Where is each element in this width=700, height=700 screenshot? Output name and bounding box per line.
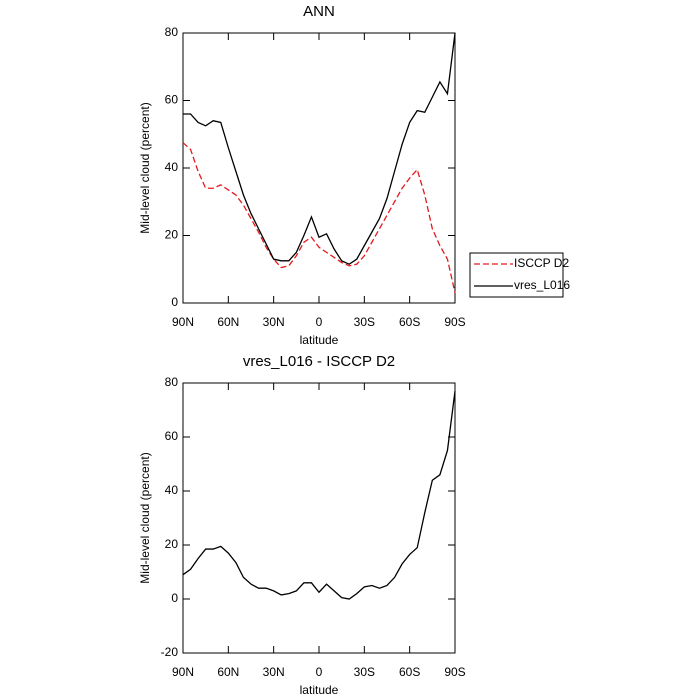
y-tick-label: 20: [165, 537, 179, 551]
y-axis-label: Mid-level cloud (percent): [138, 102, 152, 233]
legend-box: [469, 252, 564, 298]
y-tick-label: 40: [165, 160, 179, 174]
legend-label: ISCCP D2: [514, 256, 569, 270]
x-axis-label: latitude: [300, 333, 339, 347]
x-tick-label: 30S: [354, 665, 375, 679]
series-line: [182, 391, 456, 600]
y-tick-label: 20: [165, 228, 179, 242]
x-tick-label: 90S: [444, 315, 465, 329]
y-tick-label: 80: [165, 25, 179, 39]
y-tick-label: -20: [161, 645, 179, 659]
plot-frame: [182, 382, 456, 654]
y-tick-label: 60: [165, 93, 179, 107]
x-tick-label: 90N: [172, 665, 194, 679]
x-tick-label: 30N: [263, 315, 285, 329]
series-line: [183, 32, 456, 265]
legend-label: vres_L016: [514, 278, 570, 292]
x-tick-label: 30S: [354, 315, 375, 329]
y-tick-label: 40: [165, 483, 179, 497]
y-tick-label: 80: [165, 375, 179, 389]
x-tick-label: 90S: [444, 665, 465, 679]
x-axis-label: latitude: [300, 683, 339, 697]
y-tick-label: 60: [165, 429, 179, 443]
plot-frame: [182, 32, 456, 304]
y-axis-label: Mid-level cloud (percent): [138, 452, 152, 583]
x-tick-label: 60S: [399, 665, 420, 679]
y-tick-label: 0: [171, 591, 178, 605]
chart-title: vres_L016 - ISCCP D2: [243, 353, 395, 370]
chart-title: ANN: [303, 3, 335, 20]
x-tick-label: 0: [316, 315, 323, 329]
x-tick-label: 60N: [217, 315, 239, 329]
series-line: [182, 142, 456, 294]
y-tick-label: 0: [171, 295, 178, 309]
x-tick-label: 90N: [172, 315, 194, 329]
x-tick-label: 60S: [399, 315, 420, 329]
x-tick-label: 0: [316, 665, 323, 679]
x-tick-label: 30N: [263, 665, 285, 679]
x-tick-label: 60N: [217, 665, 239, 679]
